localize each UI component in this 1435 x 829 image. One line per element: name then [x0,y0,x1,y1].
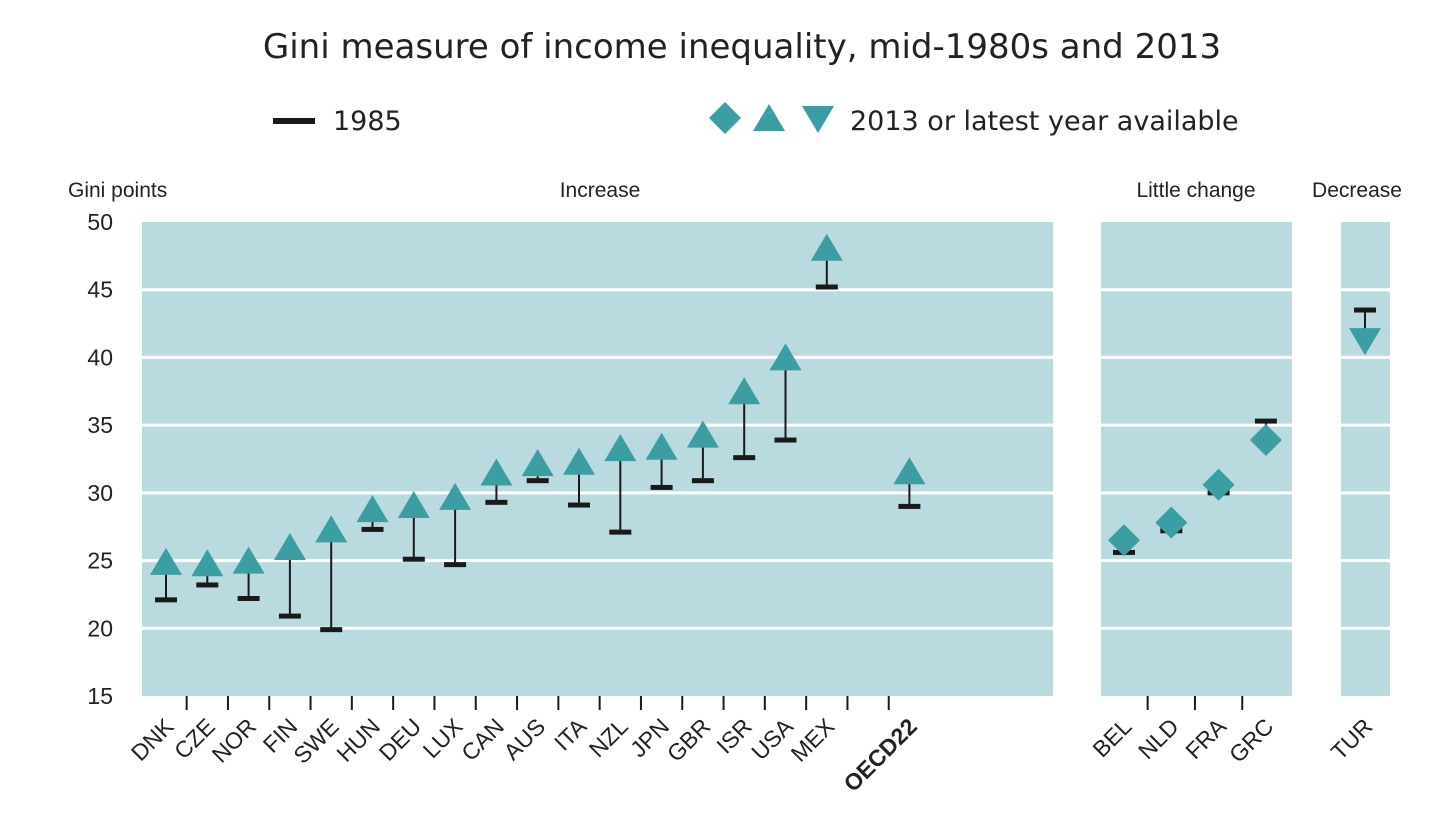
y-tick-label: 35 [87,412,113,438]
x-category-label: AUS [498,713,550,765]
2013-marker [1349,328,1381,356]
legend: 1985 2013 or latest year available [273,102,1239,137]
group-label-little-change: Little change [1136,179,1255,202]
1985-marker [733,455,756,461]
x-category-label: NLD [1133,713,1184,764]
y-tick-label: 25 [87,548,113,574]
legend-1985-marker [273,118,315,124]
y-axis-label: Gini points [68,179,167,202]
2013-marker [604,434,637,462]
plot-panels [142,222,1390,696]
2013-marker [150,547,182,575]
2013-marker [439,482,472,510]
2013-marker [397,491,430,519]
x-category-label: MEX [786,713,840,767]
y-tick-label: 40 [87,344,113,370]
y-tick-label: 20 [87,615,113,641]
1985-marker [196,582,219,588]
1985-marker [278,613,301,619]
2013-marker [810,233,843,261]
x-category-label: CAN [456,713,509,766]
1985-marker [155,597,177,603]
x-category-label: SWE [288,713,343,768]
1985-marker [815,284,838,290]
y-tick-label: 30 [87,480,113,506]
x-axis-labels: DNKCZENORFINSWEHUNDEULUXCANAUSITANZLJPNG… [126,696,1378,797]
1985-marker [485,499,508,505]
x-category-label: BEL [1087,713,1136,762]
1985-marker [650,484,673,490]
2013-marker [893,457,926,485]
x-category-label: CZE [169,713,220,764]
x-category-label: DEU [374,713,427,766]
2013-marker [521,449,554,477]
y-tick-label: 45 [87,277,113,303]
y-axis: 15 20 25 30 35 40 45 50 [87,209,113,709]
2013-marker [1108,524,1140,557]
2013-marker [563,447,595,475]
x-category-label: GRC [1224,713,1279,768]
panel-0 [142,222,1053,696]
1985-marker [402,556,425,562]
1985-marker [568,502,590,508]
x-category-label: FRA [1180,713,1231,764]
2013-marker [191,549,224,577]
1985-marker [1354,307,1376,313]
2013-marker [686,420,719,448]
1985-marker [609,529,632,535]
panel-1 [1101,222,1292,696]
y-tick-label: 15 [87,683,113,709]
legend-1985-label: 1985 [333,106,402,137]
y-tick-label: 50 [87,209,113,235]
2013-marker [480,458,513,486]
1985-marker [361,526,384,532]
data-marks [150,233,1381,633]
1985-marker [526,478,549,484]
legend-triangle-up-icon [753,104,785,131]
x-category-label: LUX [418,713,468,763]
2013-marker [232,546,265,574]
legend-diamond-icon [709,102,741,134]
2013-marker [315,515,348,543]
2013-marker [273,533,306,561]
1985-marker [774,437,797,443]
x-category-label: TUR [1326,713,1378,765]
x-category-label: NOR [207,713,262,768]
legend-2013-label: 2013 or latest year available [850,106,1239,137]
1985-marker [444,562,467,568]
group-label-increase: Increase [560,179,641,202]
x-category-label: GBR [662,713,716,767]
group-label-decrease: Decrease [1312,179,1402,202]
2013-marker [356,495,389,523]
1985-marker [691,478,714,484]
x-category-label: OECD22 [838,713,921,796]
x-category-label: NZL [584,713,633,762]
1985-marker [898,503,921,509]
1985-marker [1254,418,1277,424]
2013-marker [645,432,678,460]
legend-triangle-down-icon [802,106,834,133]
panel-2 [1341,222,1390,696]
1985-marker [237,595,260,601]
1985-marker [320,627,343,633]
x-category-label: JPN [625,713,674,762]
2013-marker [769,343,802,371]
2013-marker [1202,468,1235,501]
chart-title: Gini measure of income inequality, mid-1… [263,27,1221,67]
x-category-label: ITA [549,713,592,756]
x-category-label: DNK [126,713,179,766]
x-category-label: ISR [711,713,756,758]
2013-marker [728,377,761,405]
2013-marker [1249,424,1282,457]
2013-marker [1155,506,1188,539]
x-category-label: USA [746,713,798,765]
x-category-label: HUN [331,713,385,767]
